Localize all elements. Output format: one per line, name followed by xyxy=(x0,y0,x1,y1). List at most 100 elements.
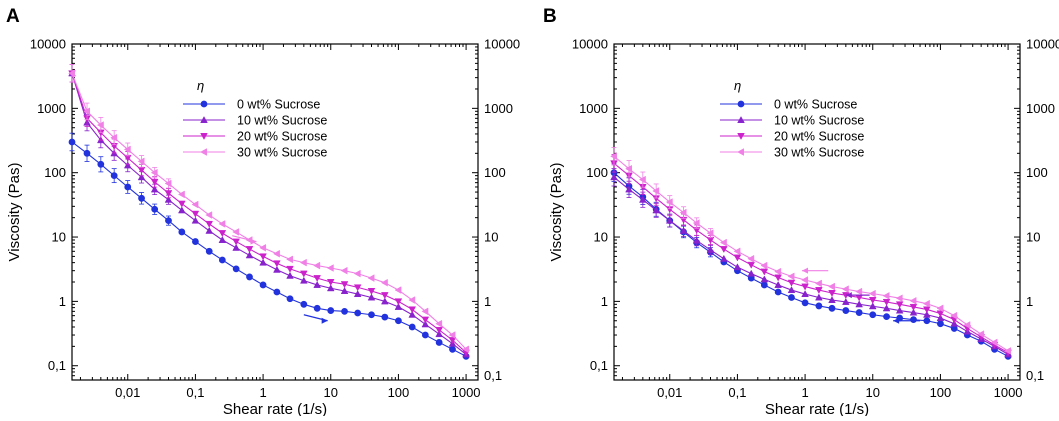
data-point xyxy=(299,270,308,278)
y-tick-label-right: 1 xyxy=(484,294,491,309)
data-point xyxy=(97,160,105,168)
direction-arrow-head xyxy=(893,317,900,324)
data-point xyxy=(110,172,118,180)
data-point xyxy=(977,330,985,338)
y-tick-label-right: 10000 xyxy=(1026,37,1059,52)
data-point xyxy=(218,256,226,264)
legend-marker xyxy=(737,116,745,123)
data-point xyxy=(435,326,443,334)
data-point xyxy=(828,290,836,297)
data-point xyxy=(421,307,429,316)
y-tick-label: 1000 xyxy=(579,101,608,116)
data-point xyxy=(855,287,863,296)
data-point xyxy=(950,311,958,320)
data-point xyxy=(679,208,687,217)
legend-marker xyxy=(200,133,208,140)
data-point xyxy=(286,255,293,264)
data-point xyxy=(326,284,335,292)
data-point xyxy=(665,198,673,206)
data-point xyxy=(245,251,254,259)
data-point xyxy=(218,230,227,238)
data-point xyxy=(178,200,186,208)
data-point xyxy=(273,265,281,273)
x-tick-label: 10 xyxy=(324,385,338,400)
data-point xyxy=(205,247,213,255)
data-point xyxy=(123,145,131,154)
data-point xyxy=(719,238,727,247)
x-axis-title: Shear rate (1/s) xyxy=(765,401,869,416)
y-tick-label-right: 0,1 xyxy=(484,368,502,383)
y-tick-label-right: 100 xyxy=(1026,165,1048,180)
y-tick-label: 0,1 xyxy=(48,358,66,373)
data-point xyxy=(367,293,376,301)
data-point xyxy=(232,265,240,273)
data-point xyxy=(367,288,376,295)
data-point xyxy=(340,266,348,275)
data-point xyxy=(381,297,389,305)
data-point xyxy=(788,294,795,301)
x-tick-label: 0,1 xyxy=(728,385,746,400)
direction-arrow-head xyxy=(321,317,328,324)
data-point xyxy=(313,281,321,288)
y-tick-label: 10000 xyxy=(30,37,66,52)
data-point xyxy=(353,290,362,298)
data-point xyxy=(801,290,809,298)
data-point xyxy=(299,276,308,284)
data-point xyxy=(205,226,214,234)
legend-marker xyxy=(737,133,745,140)
data-point xyxy=(408,310,417,318)
data-point xyxy=(124,183,132,191)
data-point xyxy=(923,317,931,325)
y-axis-title: Viscosity (Pas) xyxy=(6,163,23,262)
data-point xyxy=(273,260,281,268)
data-point xyxy=(706,246,715,253)
y-tick-label: 1000 xyxy=(37,101,66,116)
data-point xyxy=(760,281,768,289)
y-tick-label-right: 1000 xyxy=(1026,101,1055,116)
data-point xyxy=(449,345,456,353)
data-point xyxy=(353,284,362,292)
data-point xyxy=(869,311,877,319)
data-point xyxy=(340,281,349,289)
data-point xyxy=(747,269,756,277)
data-point xyxy=(68,69,75,78)
y-tick-label: 1 xyxy=(59,294,66,309)
x-tick-label: 1000 xyxy=(452,385,481,400)
x-tick-label: 10 xyxy=(866,385,880,400)
panel-label: A xyxy=(6,6,20,27)
data-point xyxy=(868,302,877,310)
data-point xyxy=(747,261,756,269)
y-tick-label: 1 xyxy=(601,294,608,309)
data-point xyxy=(909,308,918,316)
data-point xyxy=(259,258,267,266)
data-point xyxy=(910,316,917,324)
legend-marker xyxy=(737,148,744,156)
data-point xyxy=(218,236,227,243)
data-point xyxy=(245,246,254,253)
data-point xyxy=(395,317,402,325)
data-point xyxy=(380,278,388,287)
data-point xyxy=(610,173,618,181)
data-point xyxy=(841,285,849,293)
data-point xyxy=(801,276,809,284)
x-tick-label: 0,01 xyxy=(657,385,682,400)
y-tick-label: 10 xyxy=(594,230,608,245)
data-point xyxy=(286,265,294,273)
x-tick-label: 0,1 xyxy=(186,385,204,400)
data-point xyxy=(787,279,796,287)
data-point xyxy=(259,253,267,261)
data-point xyxy=(936,314,945,322)
y-tick-label-right: 100 xyxy=(484,165,506,180)
data-point xyxy=(774,288,782,296)
data-point xyxy=(815,287,823,294)
data-point xyxy=(435,339,443,346)
data-point xyxy=(381,313,389,321)
x-tick-label: 0,01 xyxy=(115,385,140,400)
data-point xyxy=(272,249,280,258)
data-point xyxy=(421,316,430,324)
data-point xyxy=(354,309,362,317)
y-tick-label-right: 10 xyxy=(1026,230,1040,245)
data-point xyxy=(435,319,443,328)
